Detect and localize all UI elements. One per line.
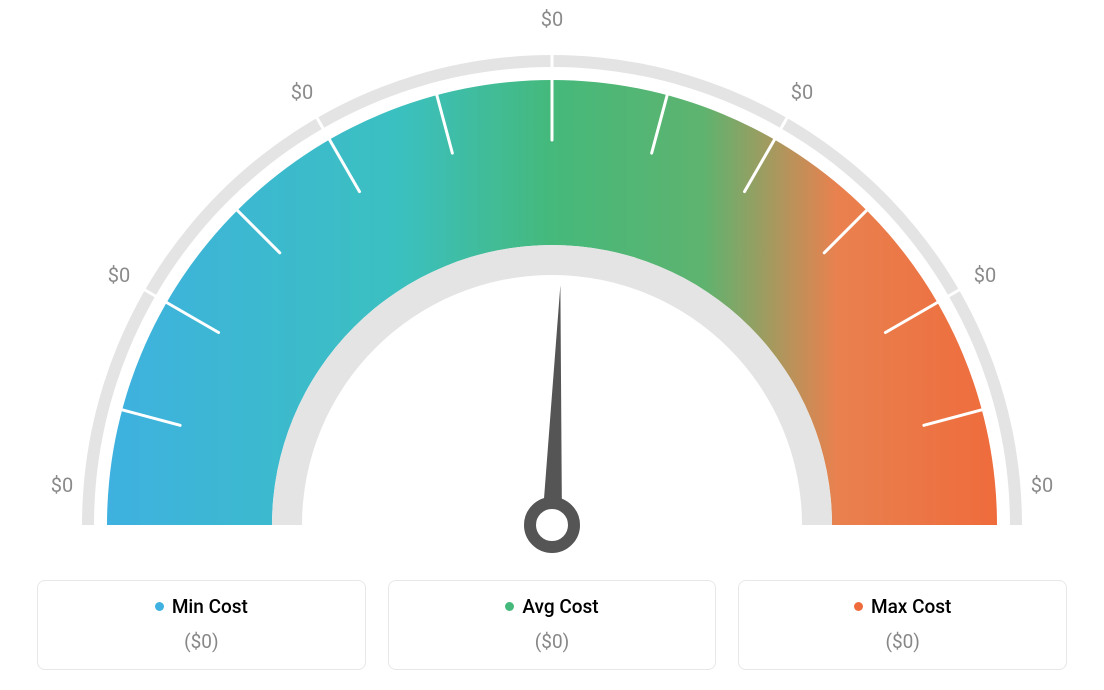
legend-card-min: Min Cost ($0) [37, 580, 366, 670]
legend-value-avg: ($0) [399, 630, 706, 653]
gauge-tick-label: $0 [51, 473, 73, 497]
legend-label-max: Max Cost [871, 595, 951, 618]
gauge-tick-label: $0 [108, 263, 130, 287]
gauge-tick-label: $0 [541, 7, 563, 31]
max-dot-icon [854, 602, 863, 611]
gauge-svg [22, 0, 1082, 560]
gauge-tick-label: $0 [1031, 473, 1053, 497]
gauge-tick-label: $0 [791, 80, 813, 104]
avg-dot-icon [505, 602, 514, 611]
gauge-tick-label: $0 [291, 80, 313, 104]
legend-card-avg: Avg Cost ($0) [388, 580, 717, 670]
gauge-chart: $0 $0 $0 $0 $0 $0 $0 [22, 0, 1082, 560]
legend-title-avg: Avg Cost [505, 595, 598, 618]
legend-label-min: Min Cost [172, 595, 248, 618]
legend-label-avg: Avg Cost [522, 595, 598, 618]
legend-title-min: Min Cost [155, 595, 248, 618]
min-dot-icon [155, 602, 164, 611]
gauge-tick-label: $0 [974, 263, 996, 287]
legend-value-min: ($0) [48, 630, 355, 653]
legend-row: Min Cost ($0) Avg Cost ($0) Max Cost ($0… [37, 580, 1067, 670]
legend-value-max: ($0) [749, 630, 1056, 653]
legend-title-max: Max Cost [854, 595, 951, 618]
legend-card-max: Max Cost ($0) [738, 580, 1067, 670]
